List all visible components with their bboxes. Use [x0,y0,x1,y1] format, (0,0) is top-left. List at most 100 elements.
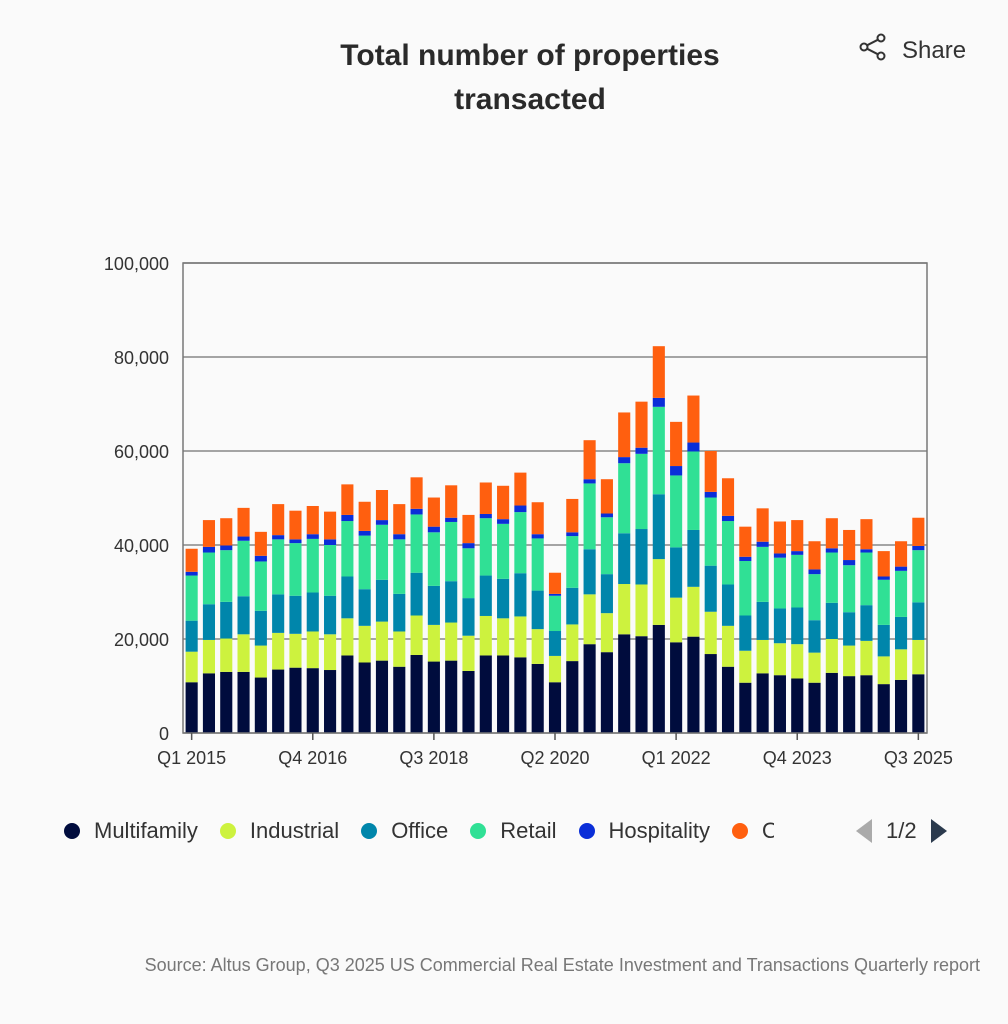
legend: Multifamily Industrial Office Retail Hospita… [64,818,796,844]
bar-segment-multifamily [670,642,683,733]
bar-segment-hospitality [600,513,613,518]
bar-segment-office [860,605,873,641]
bar-segment-industrial [479,615,492,656]
bar-segment-multifamily [652,624,665,733]
source-note: Source: Altus Group, Q3 2025 US Commerci… [144,955,980,975]
bar-segment-industrial [324,634,337,671]
bar-segment-hospitality [704,491,717,498]
bar-segment-hospitality [358,530,371,536]
bar-segment-industrial [635,584,648,637]
bar-segment-hospitality [687,442,700,452]
bar-segment-office [600,574,613,614]
bar-segment-other [237,507,250,537]
bar-segment-retail [670,475,683,548]
bar-segment-retail [289,543,302,596]
bar-segment-other [202,520,216,547]
bar-segment-retail [756,546,769,602]
legend-dot-icon [64,823,80,839]
bar-segment-other [756,508,769,542]
bar-segment-office [721,584,735,626]
bar-segment-industrial [531,629,544,664]
bar-segment-industrial [410,615,423,655]
bar-segment-other [445,485,458,518]
bar-segment-multifamily [272,669,285,733]
bar-segment-industrial [341,618,354,656]
bar-segment-other [791,520,804,552]
bar-segment-other [843,529,856,561]
bar-segment-office [808,620,821,653]
bar-segment-hospitality [531,534,544,539]
share-button[interactable]: Share [858,32,966,69]
bar-segment-retail [341,521,354,577]
bar-segment-hospitality [721,515,735,522]
bar-segment-multifamily [289,667,302,733]
bar-segment-office [272,594,285,633]
bar-segment-other [912,517,925,546]
bar-segment-retail [877,579,890,625]
bar-segment-hospitality [306,534,319,539]
bar-segment-multifamily [237,671,250,733]
bar-segment-retail [462,548,475,599]
bar-segment-other [652,346,665,398]
bar-segment-multifamily [306,668,319,733]
bar-segment-industrial [497,618,510,656]
y-tick-label: 0 [159,724,169,744]
bar-segment-office [739,615,752,651]
bar-segment-office [410,572,423,616]
y-tick-label: 60,000 [114,442,169,462]
bar-segment-multifamily [375,660,389,733]
legend-label: Industrial [249,818,340,843]
bar-segment-industrial [721,625,735,667]
bar-segment-office [462,598,475,636]
legend-item-industrial[interactable]: Industrial [219,818,340,844]
stacked-bar-chart: 0 20,000 40,000 60,000 80,000 100,000 Q1 2015 Q… [104,254,953,768]
bar-segment-industrial [843,645,856,677]
bar-segment-hospitality [202,546,216,553]
bar-segment-industrial [185,651,198,683]
bar-segment-office [324,595,337,635]
bar-segment-other [687,395,700,443]
bar-segment-hospitality [220,545,233,551]
legend-item-multifamily[interactable]: Multifamily [64,818,198,844]
bar-segment-industrial [687,586,700,637]
x-tick-label: Q3 2025 [884,748,953,768]
bar-segment-multifamily [808,682,821,733]
prev-page-arrow-icon[interactable] [856,819,872,843]
legend-label: Retail [500,818,557,843]
bar-segment-office [791,607,804,645]
bar-segment-retail [825,552,838,603]
legend-dot-icon [578,823,595,839]
legend-item-office[interactable]: Office [361,818,448,844]
bar-segment-hospitality [410,508,423,515]
bar-segment-other [272,504,285,536]
bar-segment-industrial [860,640,873,676]
legend-item-other[interactable]: Other [731,818,774,844]
bar-segment-multifamily [410,654,423,733]
x-tick-label: Q3 2018 [399,748,468,768]
next-page-arrow-icon[interactable] [930,819,947,843]
bar-segment-retail [583,483,596,550]
bar-segment-industrial [670,597,683,643]
bar-segment-other [704,451,717,492]
bar-segment-retail [739,560,752,616]
bar-segment-other [254,531,267,556]
bar-segment-industrial [600,613,613,653]
bar-segment-industrial [548,655,562,683]
bar-segment-other [375,490,389,521]
bar-segment-multifamily [877,684,890,733]
bar-segment-retail [272,539,285,595]
bar-segment-industrial [618,584,631,635]
bar-segment-office [497,578,510,619]
bar-segment-other [410,477,423,509]
bar-segment-office [531,590,544,630]
legend-item-retail[interactable]: Retail [470,818,557,844]
legend-dot-icon [470,823,487,839]
bar-segment-retail [220,550,233,602]
bar-segment-other [808,541,821,570]
bar-segment-other [479,482,492,514]
y-tick-label: 40,000 [114,536,169,556]
legend-item-hospitality[interactable]: Hospitality [578,818,710,844]
bar-segment-office [341,576,354,619]
bar-segment-hospitality [254,555,267,562]
bar-segment-retail [912,550,925,603]
